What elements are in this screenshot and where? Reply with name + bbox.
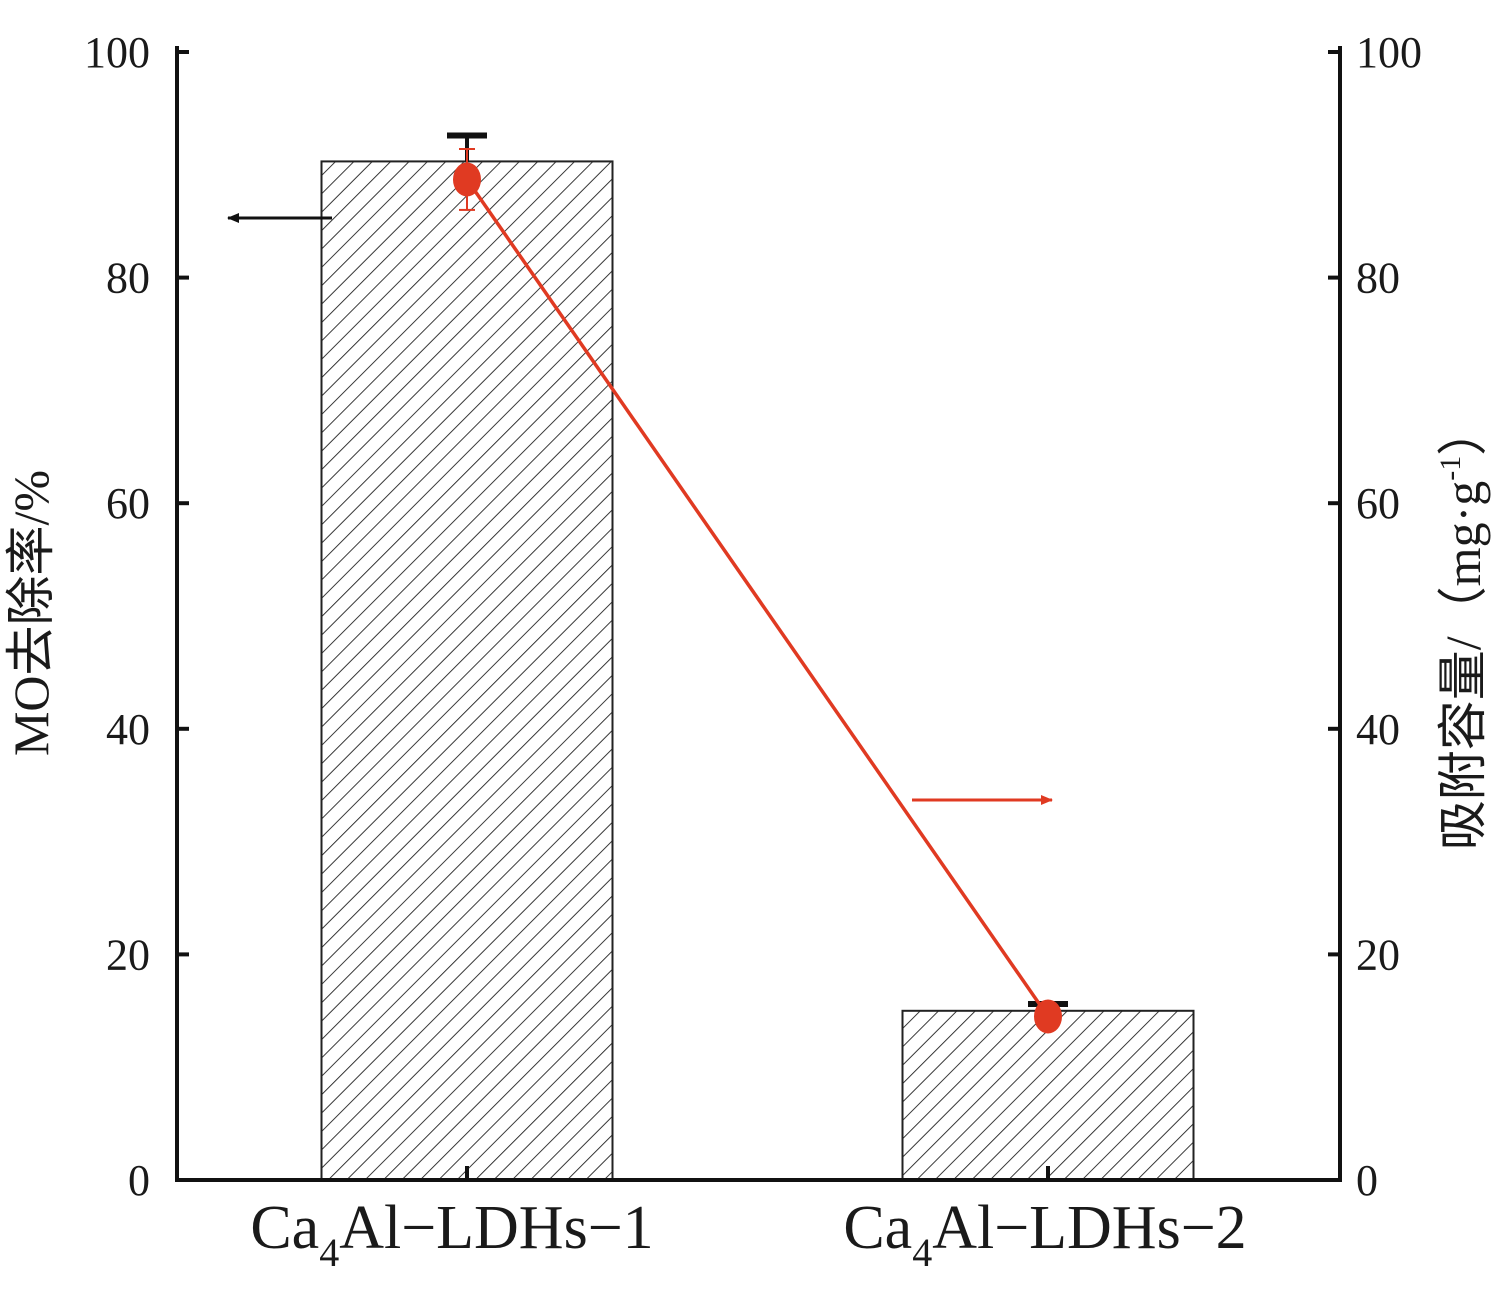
y-tick-label-left: 20 xyxy=(106,930,150,979)
y-tick-label-right: 20 xyxy=(1356,930,1400,979)
y-tick-label-right: 40 xyxy=(1356,705,1400,754)
category-label-1: Ca4Al−LDHs−1 xyxy=(250,1194,653,1275)
bar xyxy=(901,1009,1195,1181)
bar xyxy=(320,160,614,1181)
line-series-layer xyxy=(453,148,1062,1034)
y-tick-label-right: 60 xyxy=(1356,479,1400,528)
tick-layer: 0 0 20 20 40 40 60 60 80 80 100 100 xyxy=(84,28,1422,1205)
y-tick-label-left: 80 xyxy=(106,254,150,303)
y-tick-label-left: 100 xyxy=(84,28,150,77)
line-point xyxy=(1034,999,1062,1034)
y-axis-left-title: MO去除率/% xyxy=(3,470,59,756)
y-tick-label-left: 40 xyxy=(106,705,150,754)
bar-layer xyxy=(320,160,1195,1181)
y-tick-label-right: 0 xyxy=(1356,1156,1378,1205)
line-series-path xyxy=(465,178,1050,1018)
y-tick-label-right: 100 xyxy=(1356,28,1422,77)
line-point xyxy=(453,162,481,197)
category-label-2: Ca4Al−LDHs−2 xyxy=(843,1194,1246,1275)
y-tick-label-left: 60 xyxy=(106,479,150,528)
y-axis-right-title: 吸附容量/（mg·g-1） xyxy=(1434,406,1491,850)
y-tick-label-right: 80 xyxy=(1356,254,1400,303)
y-tick-label-left: 0 xyxy=(128,1156,150,1205)
